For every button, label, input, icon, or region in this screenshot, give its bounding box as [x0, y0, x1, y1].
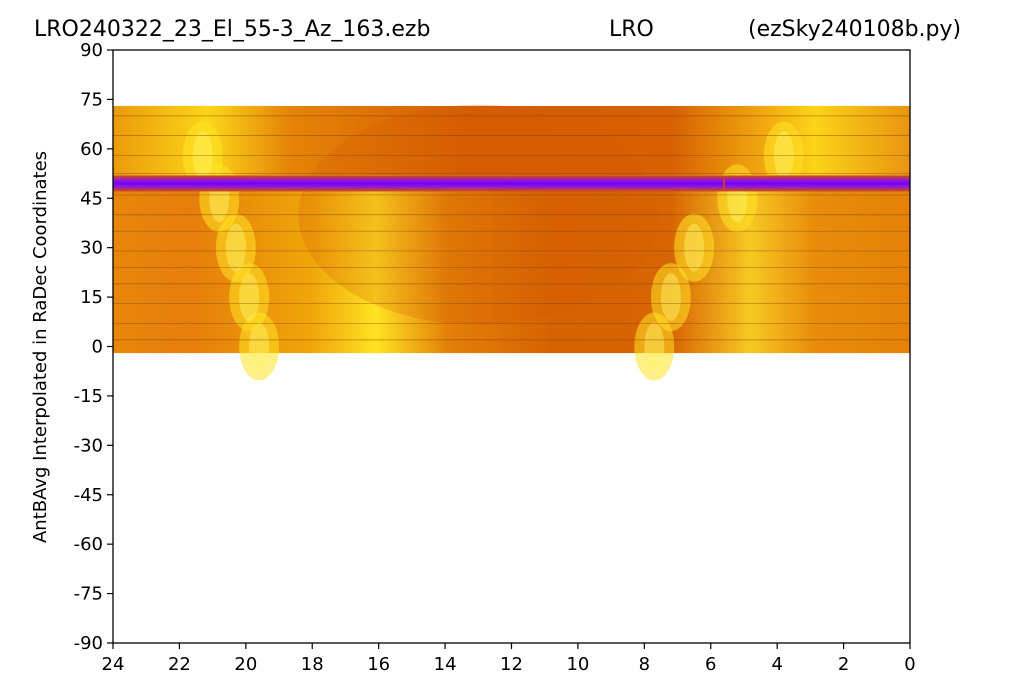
ridge-core-1-2 — [684, 223, 705, 272]
x-tick-label-4: 16 — [367, 654, 390, 675]
x-tick-label-9: 6 — [705, 654, 716, 675]
y-tick-label-4: 30 — [80, 238, 103, 259]
ridge-core-0-1 — [239, 273, 260, 322]
x-tick-label-12: 0 — [904, 654, 915, 675]
x-tick-label-11: 2 — [838, 654, 849, 675]
title-file: LRO240322_23_El_55-3_Az_163.ezb — [34, 17, 430, 42]
x-tick-label-2: 20 — [234, 654, 257, 675]
y-axis-label: AntBAvg Interpolated in RaDec Coordinate… — [30, 151, 51, 543]
low-value-strip — [113, 175, 910, 192]
ridge-core-0-2 — [225, 223, 246, 272]
x-tick-label-3: 18 — [301, 654, 324, 675]
x-tick-label-0: 24 — [102, 654, 125, 675]
y-tick-label-3: 45 — [80, 188, 103, 209]
y-tick-label-1: 75 — [80, 89, 103, 110]
ridge-core-1-0 — [644, 322, 665, 371]
y-tick-label-9: -45 — [74, 485, 103, 506]
ridge-blob-1-1 — [650, 263, 691, 332]
ridge-core-1-1 — [660, 273, 681, 322]
title-site: LRO — [609, 17, 654, 42]
ridge-core-0-0 — [249, 322, 270, 371]
y-tick-label-11: -75 — [74, 584, 103, 605]
y-axis: 90 75 60 45 30 15 0 -15 -30 -45 -60 -75 -90 — [74, 40, 113, 654]
x-tick-label-1: 22 — [168, 654, 191, 675]
y-tick-label-6: 0 — [92, 337, 103, 358]
x-tick-label-7: 10 — [566, 654, 589, 675]
y-tick-label-10: -60 — [74, 534, 103, 555]
heatmap — [113, 104, 910, 381]
title-script: (ezSky240108b.py) — [748, 17, 961, 42]
x-tick-label-5: 14 — [434, 654, 457, 675]
x-tick-label-6: 12 — [500, 654, 523, 675]
x-axis: 24 22 20 18 16 14 12 10 8 6 4 2 0 — [102, 643, 916, 675]
y-tick-label-5: 15 — [80, 287, 103, 308]
y-tick-label-8: -30 — [74, 435, 103, 456]
y-tick-label-2: 60 — [80, 139, 103, 160]
y-tick-label-7: -15 — [74, 386, 103, 407]
x-tick-label-10: 4 — [771, 654, 782, 675]
y-tick-label-0: 90 — [80, 40, 103, 61]
ridge-blob-0-2 — [215, 213, 256, 282]
ridge-blob-1-2 — [674, 213, 715, 282]
ridge-blob-1-0 — [634, 312, 675, 381]
x-tick-label-8: 8 — [639, 654, 650, 675]
y-tick-label-12: -90 — [74, 633, 103, 654]
